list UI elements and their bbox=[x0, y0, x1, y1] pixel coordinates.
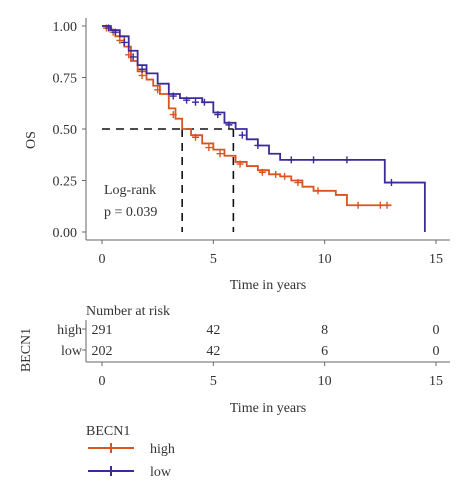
risk-table-title: Number at risk bbox=[86, 304, 170, 319]
risk-count-low: 202 bbox=[92, 344, 113, 359]
x-axis-title: Time in years bbox=[230, 278, 306, 293]
censor-mark-high bbox=[376, 201, 384, 209]
censor-mark-high bbox=[314, 187, 322, 195]
risk-x-tick-label: 5 bbox=[210, 374, 217, 389]
censor-mark-high bbox=[236, 160, 244, 168]
censor-mark-low bbox=[387, 179, 395, 187]
risk-x-tick-label: 10 bbox=[318, 374, 332, 389]
censor-mark-low bbox=[287, 156, 295, 164]
risk-count-low: 6 bbox=[321, 344, 328, 359]
legend-title: BECN1 bbox=[86, 424, 130, 439]
x-tick-label: 0 bbox=[99, 252, 106, 267]
legend-label-high: high bbox=[150, 442, 175, 457]
risk-count-high: 291 bbox=[92, 323, 113, 338]
censor-mark-low bbox=[192, 98, 200, 106]
censor-mark-high bbox=[354, 201, 362, 209]
censor-mark-high bbox=[216, 150, 224, 158]
censor-mark-high bbox=[281, 172, 289, 180]
censor-mark-high bbox=[154, 86, 162, 94]
survival-curve-high bbox=[102, 25, 392, 207]
censor-mark-low bbox=[111, 28, 119, 36]
risk-count-low: 0 bbox=[433, 344, 440, 359]
risk-x-tick-label: 15 bbox=[429, 374, 443, 389]
legend-marker-low bbox=[106, 466, 116, 476]
censor-mark-low bbox=[225, 121, 233, 129]
y-tick-label: 0.75 bbox=[53, 72, 78, 87]
risk-row-label-low: low bbox=[61, 344, 83, 359]
legend-marker-high bbox=[106, 443, 116, 453]
risk-row-label-high: high bbox=[57, 323, 82, 338]
survival-curve-low bbox=[102, 25, 426, 232]
y-tick-label: 0.50 bbox=[53, 123, 78, 138]
risk-x-axis-title: Time in years bbox=[230, 401, 306, 416]
risk-count-high: 42 bbox=[206, 323, 220, 338]
risk-count-high: 0 bbox=[433, 323, 440, 338]
censor-mark-low bbox=[214, 111, 222, 119]
censor-mark-high bbox=[294, 179, 302, 187]
median-guides bbox=[102, 128, 235, 232]
censor-mark-low bbox=[105, 24, 113, 32]
censor-mark-low bbox=[200, 98, 208, 106]
censor-mark-high bbox=[116, 36, 124, 44]
x-tick-label: 10 bbox=[318, 252, 332, 267]
risk-x-ticks: 0 5 10 15 bbox=[99, 362, 443, 389]
censor-mark-high bbox=[383, 201, 391, 209]
pvalue-label: p = 0.039 bbox=[104, 205, 157, 220]
risk-table-group-label: BECN1 bbox=[19, 328, 34, 372]
y-axis-title: OS bbox=[24, 131, 39, 149]
censor-mark-high bbox=[138, 71, 146, 79]
censor-mark-high bbox=[272, 170, 280, 178]
logrank-label: Log-rank bbox=[104, 183, 156, 198]
censor-mark-low bbox=[343, 156, 351, 164]
risk-count-high: 8 bbox=[321, 323, 328, 338]
risk-rows: high 291 42 8 0 low 202 42 6 0 bbox=[57, 323, 439, 359]
x-tick-label: 15 bbox=[429, 252, 443, 267]
legend: BECN1 high low bbox=[86, 424, 175, 480]
survival-plot: OS Time in years 0.00 0.25 0.50 0.75 1.00 0 5… bbox=[24, 18, 450, 293]
censor-mark-high bbox=[192, 133, 200, 141]
risk-count-low: 42 bbox=[206, 344, 220, 359]
censor-mark-high bbox=[205, 144, 213, 152]
censor-mark-low bbox=[138, 65, 146, 73]
censor-mark-low bbox=[129, 53, 137, 61]
risk-x-tick-label: 0 bbox=[99, 374, 106, 389]
legend-items: high low bbox=[88, 442, 175, 480]
series-layer bbox=[102, 24, 426, 232]
y-ticks: 0.00 0.25 0.50 0.75 1.00 bbox=[53, 20, 86, 241]
censor-mark-high bbox=[169, 111, 177, 119]
x-tick-label: 5 bbox=[210, 252, 217, 267]
censor-mark-low bbox=[169, 92, 177, 100]
x-ticks: 0 5 10 15 bbox=[99, 240, 443, 267]
censor-mark-low bbox=[254, 141, 262, 149]
y-tick-label: 0.00 bbox=[53, 226, 78, 241]
risk-table: Number at risk BECN1 high 291 42 8 0 low 202 42… bbox=[19, 304, 450, 416]
censor-mark-high bbox=[125, 51, 133, 59]
y-tick-label: 1.00 bbox=[53, 20, 78, 35]
y-tick-label: 0.25 bbox=[53, 175, 78, 190]
censor-mark-low bbox=[120, 38, 128, 46]
censor-mark-low bbox=[183, 96, 191, 104]
censor-mark-low bbox=[310, 156, 318, 164]
censor-mark-low bbox=[238, 131, 246, 139]
censor-mark-high bbox=[258, 168, 266, 176]
legend-label-low: low bbox=[150, 465, 172, 480]
